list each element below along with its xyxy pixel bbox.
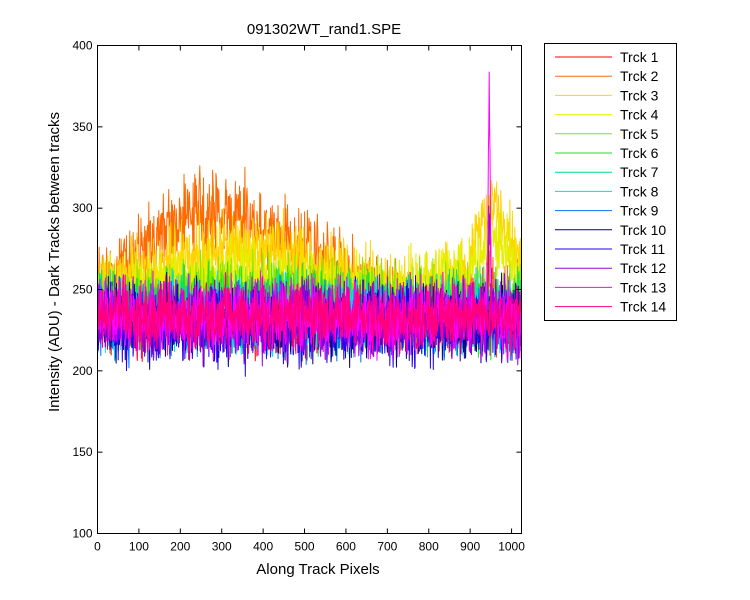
legend-label: Trck 14 xyxy=(620,299,666,315)
series-layer xyxy=(97,71,522,377)
legend-label: Trck 1 xyxy=(620,49,659,65)
x-tick-label: 1000 xyxy=(498,540,525,554)
x-tick-label: 500 xyxy=(295,540,315,554)
legend-label: Trck 7 xyxy=(620,164,659,180)
y-tick-label: 350 xyxy=(72,120,92,134)
legend-box xyxy=(544,43,677,321)
legend-label: Trck 3 xyxy=(620,87,659,103)
x-tick-label: 0 xyxy=(94,540,101,554)
y-tick-label: 300 xyxy=(72,201,92,215)
x-tick-label: 300 xyxy=(212,540,232,554)
x-tick-label: 400 xyxy=(253,540,273,554)
legend-label: Trck 11 xyxy=(620,241,665,257)
series-line-trck-3 xyxy=(97,179,522,332)
y-tick-label: 400 xyxy=(72,39,92,53)
y-tick-label: 150 xyxy=(72,445,92,459)
y-tick-label: 200 xyxy=(72,364,92,378)
x-tick-label: 700 xyxy=(377,540,397,554)
legend-label: Trck 10 xyxy=(620,222,666,238)
legend-label: Trck 13 xyxy=(620,279,666,295)
x-tick-label: 200 xyxy=(170,540,190,554)
legend: Trck 1 Trck 2 Trck 3 Trck 4 Trck 5 Trck 6 Trck… xyxy=(544,43,677,321)
x-tick-label: 100 xyxy=(129,540,149,554)
x-tick-label: 800 xyxy=(419,540,439,554)
legend-label: Trck 8 xyxy=(620,183,659,199)
legend-label: Trck 6 xyxy=(620,145,659,161)
y-tick-label: 100 xyxy=(72,527,92,541)
y-tick-label: 250 xyxy=(72,283,92,297)
y-axis-label: Intensity (ADU) - Dark Tracks between tr… xyxy=(46,112,63,412)
series-line-trck-14 xyxy=(97,272,522,360)
y-axis: 100 150 200 250 300 350 400 xyxy=(72,39,522,541)
legend-label: Trck 2 xyxy=(620,68,659,84)
legend-label: Trck 5 xyxy=(620,126,659,142)
legend-label: Trck 4 xyxy=(620,107,659,123)
x-tick-label: 900 xyxy=(460,540,480,554)
x-axis-label: Along Track Pixels xyxy=(256,561,379,578)
legend-label: Trck 12 xyxy=(620,260,666,276)
x-axis: 0 100 200 300 400 500 600 700 800 900 1000 xyxy=(94,45,525,554)
legend-label: Trck 9 xyxy=(620,203,659,219)
x-tick-label: 600 xyxy=(336,540,356,554)
chart-title: 091302WT_rand1.SPE xyxy=(247,21,401,38)
series-line-trck-13 xyxy=(97,71,522,363)
